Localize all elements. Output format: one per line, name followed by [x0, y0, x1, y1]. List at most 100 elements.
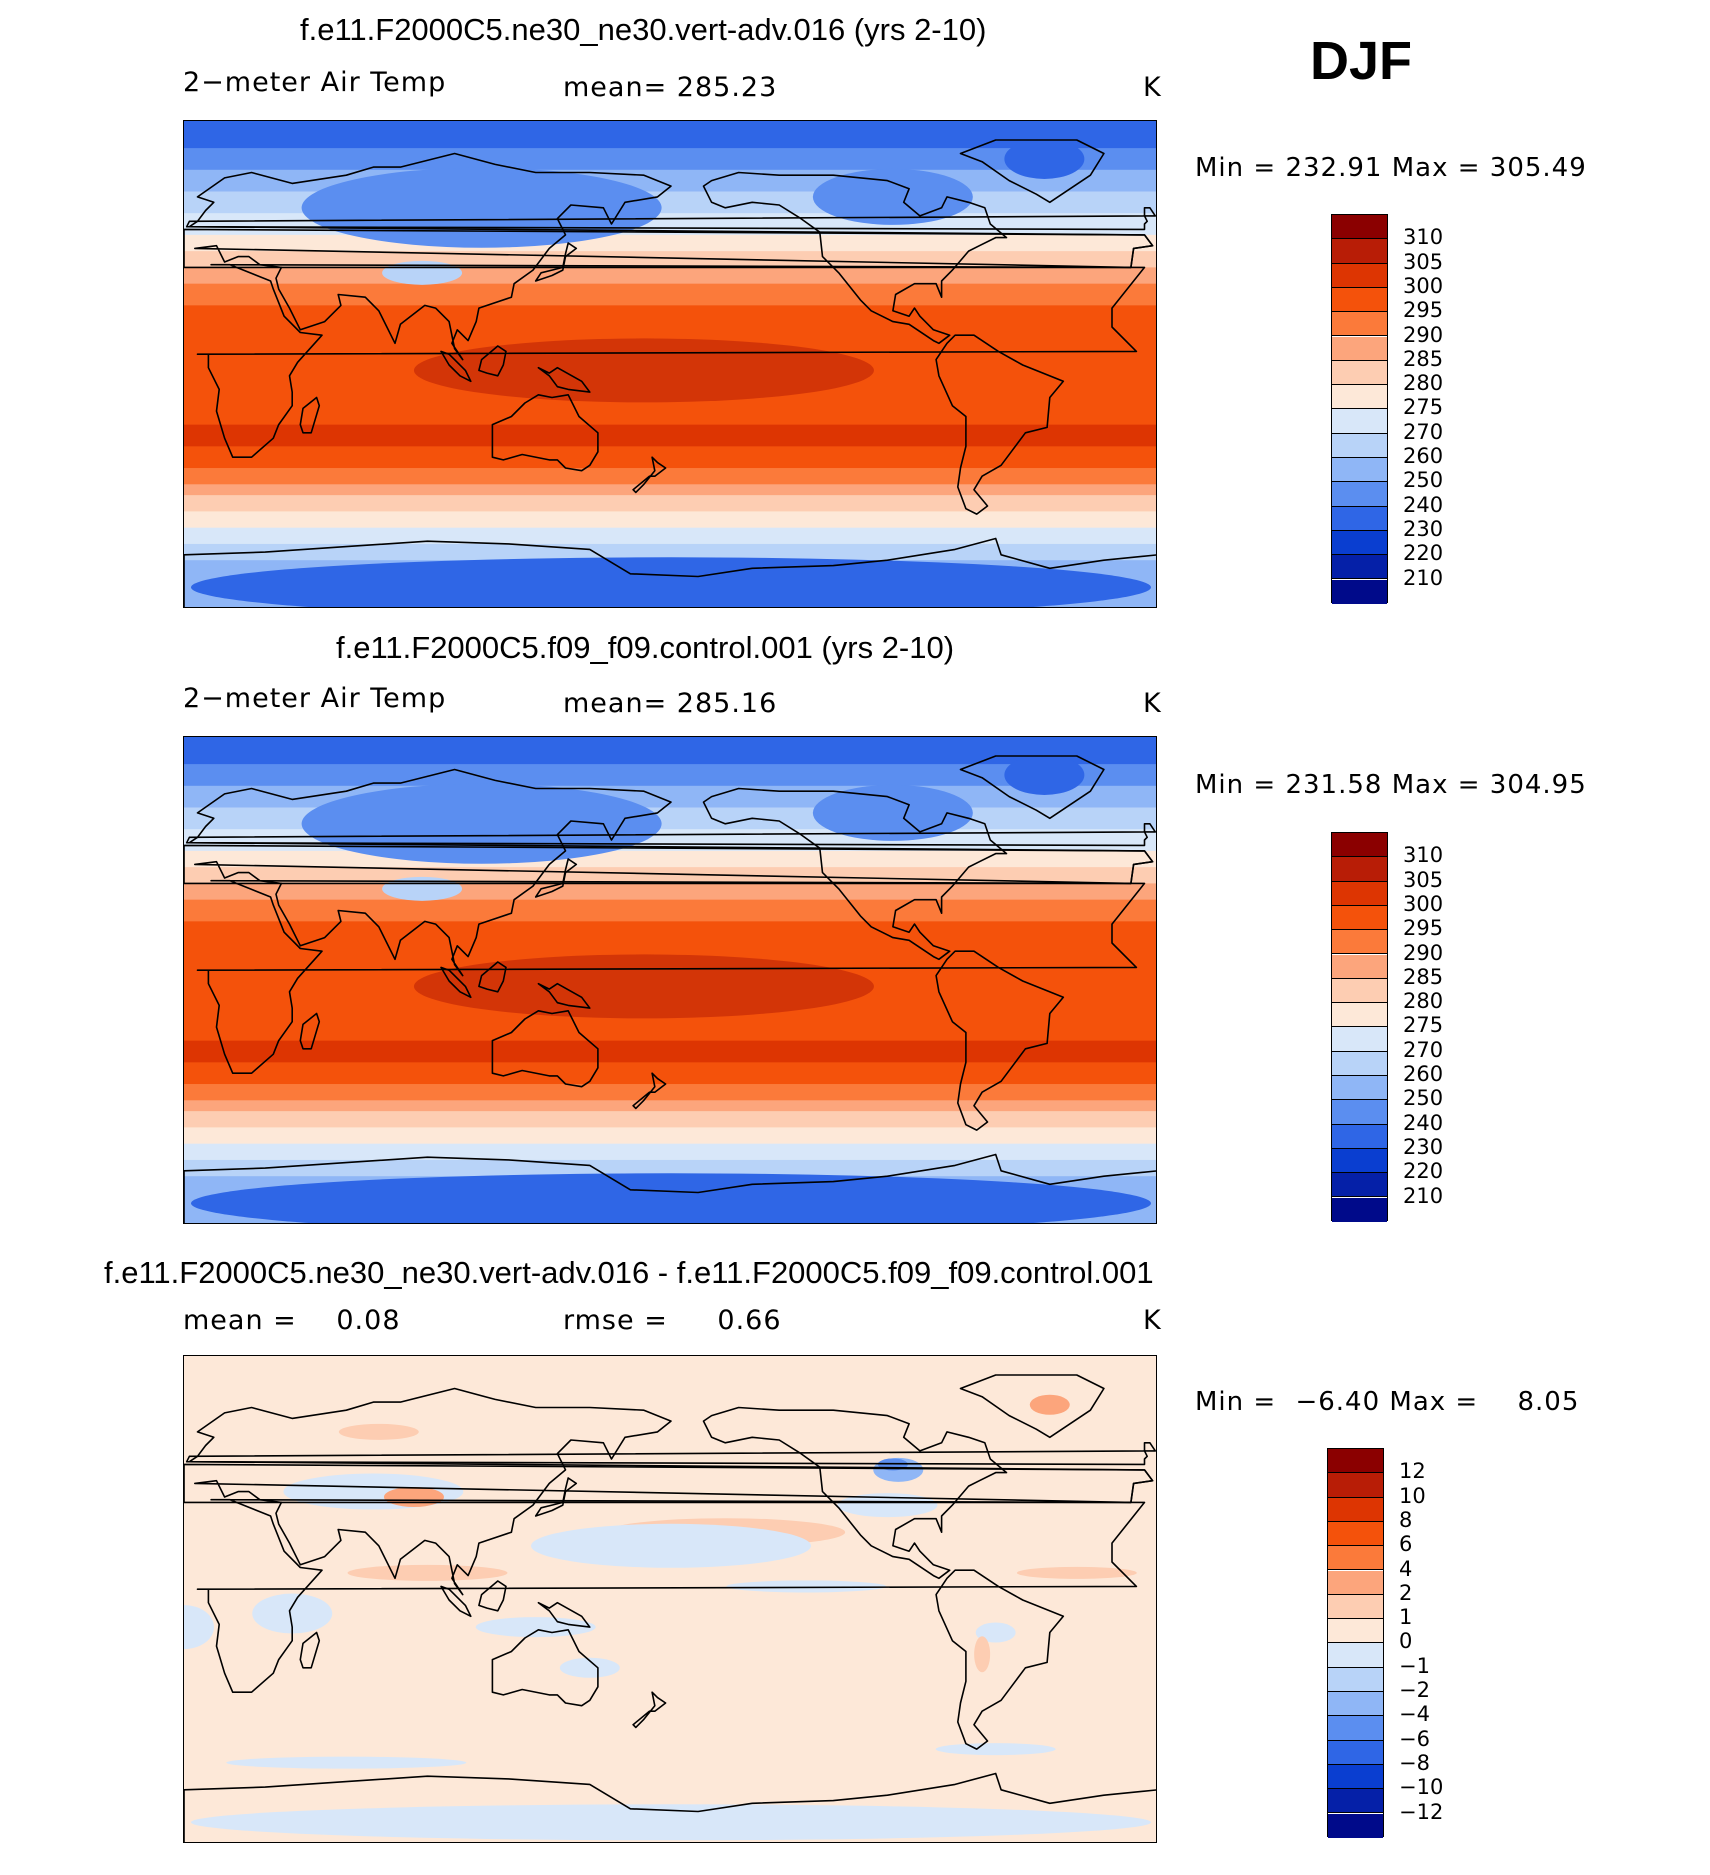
coastline-antarctica [184, 1772, 1156, 1842]
panel3-mean: mean = 0.08 [183, 1305, 401, 1336]
season-label: DJF [1310, 31, 1413, 91]
temperature-band [184, 737, 1156, 765]
temperature-band [184, 267, 1156, 285]
coastline-borneo [478, 1580, 507, 1612]
coastline-japan [534, 1477, 578, 1517]
colorbar-swatch [1328, 1764, 1383, 1790]
panel2-mean: mean= 285.16 [563, 688, 777, 719]
panel3-rmse-label: rmse = [563, 1305, 668, 1336]
coastline-borneo [478, 961, 507, 993]
colorbar-tick-label: 275 [1403, 1013, 1444, 1038]
colorbar-box [1331, 832, 1388, 1222]
siberia-cold [301, 167, 662, 248]
temperature-band [184, 446, 1156, 469]
colorbar-tick-label: −6 [1399, 1726, 1430, 1751]
colorbar-tick-label: 4 [1399, 1556, 1413, 1581]
panel2-variable: 2−meter Air Temp [183, 683, 447, 714]
difference-anomaly [383, 1486, 444, 1507]
temperature-band [184, 484, 1156, 496]
coastline-greenland [959, 139, 1105, 204]
coastline-europeAsia [188, 1387, 1154, 1596]
temperature-band [184, 1062, 1156, 1085]
colorbar-swatch [1332, 287, 1387, 313]
colorbar-tick-label: 2 [1399, 1580, 1413, 1605]
colorbar-swatch [1328, 1546, 1383, 1571]
colorbar-swatch [1332, 1100, 1387, 1125]
difference-anomaly [1029, 1394, 1070, 1415]
colorbar-swatch [1332, 458, 1387, 483]
difference-anomaly [837, 1493, 938, 1518]
difference-anomaly [974, 1636, 991, 1673]
colorbar-swatch [1332, 930, 1387, 955]
colorbar-swatch [1332, 1027, 1387, 1052]
antarctic-cold [191, 557, 1151, 607]
coastline-southAmerica [935, 334, 1065, 515]
panel1-units: K [1143, 72, 1162, 103]
colorbar-swatch [1328, 1449, 1383, 1474]
panel1-mean: mean= 285.23 [563, 72, 777, 103]
panel2-min-value: 231.58 [1285, 770, 1383, 800]
colorbar-swatch [1332, 530, 1387, 556]
panel3-mean-value: 0.08 [336, 1305, 401, 1336]
panel2-mean-value: 285.16 [676, 688, 778, 719]
coastline-africa [196, 1498, 1146, 1693]
difference-anomaly [338, 1423, 419, 1440]
panel3-min-value: −6.40 [1295, 1387, 1381, 1417]
colorbar-tick-label: 310 [1403, 843, 1444, 868]
temperature-band [184, 234, 1156, 252]
colorbar-box [1331, 214, 1388, 604]
colorbar-swatch [1332, 978, 1387, 1004]
coastline-europeAsia [188, 768, 1154, 977]
coastline-australia [491, 394, 599, 472]
difference-anomaly [975, 1622, 1016, 1643]
panel3-max-label: Max = [1389, 1387, 1479, 1417]
temperature-band [184, 1040, 1156, 1063]
temperature-band [184, 495, 1156, 512]
difference-anomaly [252, 1593, 333, 1634]
colorbar-swatch [1332, 1124, 1387, 1149]
greenland-cold [1004, 754, 1085, 795]
colorbar-swatch [1328, 1619, 1383, 1644]
coastline-northAmerica [702, 171, 1008, 345]
coastline-africa [196, 263, 1146, 458]
colorbar-swatch [1332, 954, 1387, 979]
temperature-band [184, 527, 1156, 545]
panel2-max-label: Max = [1391, 770, 1481, 800]
difference-anomaly [191, 1804, 1151, 1841]
coastline-greenland [959, 755, 1105, 820]
greenland-cold [1004, 138, 1085, 179]
colorbar-tick-label: 280 [1403, 371, 1444, 396]
difference-anomaly [226, 1756, 467, 1769]
colorbar-swatch [1332, 857, 1387, 882]
map-svg [184, 121, 1156, 607]
colorbar-tick-label: 270 [1403, 419, 1444, 444]
colorbar-tick-label: 305 [1403, 249, 1444, 274]
coastlines [184, 139, 1156, 607]
colorbar-tick-label: 250 [1403, 1086, 1444, 1111]
colorbar-swatch [1328, 1789, 1383, 1814]
antarctic-cold [191, 1173, 1151, 1223]
panel2-units: K [1143, 688, 1162, 719]
panel2-max-value: 304.95 [1489, 770, 1587, 800]
colorbar-tick-label: −10 [1399, 1775, 1444, 1800]
colorbar-swatch [1332, 506, 1387, 531]
colorbar-swatch [1332, 1076, 1387, 1101]
panel3-mean-label: mean = [183, 1305, 297, 1336]
colorbar-swatch [1332, 215, 1387, 240]
colorbar-tick-label: 260 [1403, 1062, 1444, 1086]
colorbar-swatch [1328, 1521, 1383, 1547]
temperature-band [184, 1084, 1156, 1101]
panel1-variable: 2−meter Air Temp [183, 67, 447, 98]
colorbar-tick-label: −8 [1399, 1750, 1430, 1775]
colorbar-swatch [1332, 263, 1387, 288]
coastline-europeAsia [188, 152, 1154, 361]
colorbar-tick-label: 220 [1403, 1159, 1444, 1184]
colorbar-swatch [1332, 1051, 1387, 1076]
coastline-africa [196, 879, 1146, 1074]
coastline-madagascar [299, 396, 321, 434]
colorbar-swatch [1332, 433, 1387, 458]
colorbar-swatch [1328, 1643, 1383, 1668]
temperature-band [184, 283, 1156, 306]
temperature-band [184, 148, 1156, 171]
colorbar-swatch [1332, 409, 1387, 434]
